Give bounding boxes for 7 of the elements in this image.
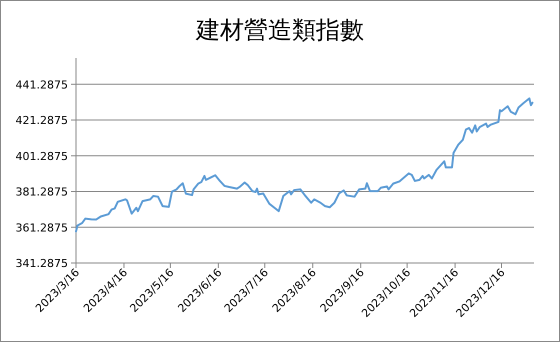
- chart-title: 建材營造類指數: [195, 16, 364, 44]
- y-tick-label: 381.2875: [16, 186, 68, 199]
- y-tick-label: 341.2875: [16, 257, 68, 270]
- y-tick-label: 441.2875: [16, 78, 68, 92]
- y-tick-label: 421.2875: [16, 114, 68, 128]
- y-tick-label: 361.2875: [16, 221, 68, 234]
- y-tick-label: 401.2875: [16, 150, 68, 163]
